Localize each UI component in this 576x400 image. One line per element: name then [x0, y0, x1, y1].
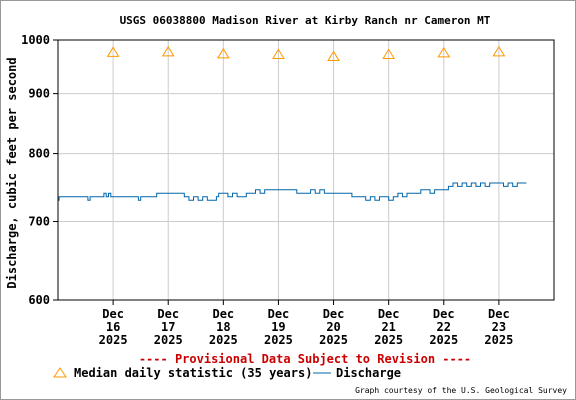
median-triangle-marker: [106, 46, 120, 57]
x-tick-label: 18: [216, 320, 230, 334]
x-tick-label: 17: [161, 320, 175, 334]
x-tick-label: 2025: [209, 333, 238, 347]
x-tick-label: 2025: [484, 333, 513, 347]
legend-label-median: Median daily statistic (35 years): [74, 366, 312, 380]
x-tick-label: 19: [271, 320, 285, 334]
x-tick-label: 2025: [374, 333, 403, 347]
x-tick-label: Dec: [488, 307, 510, 321]
median-triangle-marker: [492, 45, 506, 57]
median-triangle-marker: [437, 46, 451, 58]
x-tick-label: Dec: [102, 307, 124, 321]
x-tick-label: 2025: [99, 333, 128, 347]
x-tick-label: Dec: [157, 307, 179, 321]
axis-tick-labels: 6007008009001000Dec162025Dec172025Dec182…: [21, 33, 513, 347]
graph-credit: Graph courtesy of the U.S. Geological Su…: [355, 386, 567, 395]
y-tick-label: 900: [28, 87, 50, 101]
y-tick-label: 800: [28, 147, 50, 161]
y-axis-label: Discharge, cubic feet per second: [5, 57, 19, 288]
x-tick-label: Dec: [268, 307, 290, 321]
x-tick-label: 16: [106, 320, 120, 334]
x-tick-label: 2025: [429, 333, 458, 347]
x-tick-label: Dec: [378, 307, 400, 321]
discharge-line: [58, 182, 527, 201]
x-tick-label: Dec: [323, 307, 345, 321]
plot-area-frame: [57, 39, 555, 301]
legend: Median daily statistic (35 years) Discha…: [53, 366, 401, 380]
median-triangle-marker: [382, 48, 396, 59]
x-tick-label: 2025: [264, 333, 293, 347]
y-tick-label: 600: [28, 293, 50, 307]
legend-label-discharge: Discharge: [336, 366, 401, 380]
x-tick-label: 23: [492, 320, 506, 334]
median-triangle-marker: [161, 45, 175, 57]
median-triangle-marker: [216, 47, 230, 59]
x-tick-label: 21: [381, 320, 395, 334]
legend-triangle-icon: [53, 367, 67, 378]
x-tick-label: 20: [326, 320, 340, 334]
x-tick-label: 2025: [319, 333, 348, 347]
provisional-note: ---- Provisional Data Subject to Revisio…: [139, 352, 471, 366]
chart-title: USGS 06038800 Madison River at Kirby Ran…: [120, 14, 491, 27]
median-triangle-marker: [327, 50, 340, 62]
plot-series: [58, 45, 527, 201]
x-tick-label: Dec: [433, 307, 455, 321]
y-tick-label: 1000: [21, 33, 50, 47]
y-tick-label: 700: [28, 215, 50, 229]
x-tick-label: Dec: [212, 307, 234, 321]
median-triangle-marker: [272, 48, 285, 59]
x-tick-label: 2025: [154, 333, 183, 347]
x-tick-label: 22: [437, 320, 451, 334]
